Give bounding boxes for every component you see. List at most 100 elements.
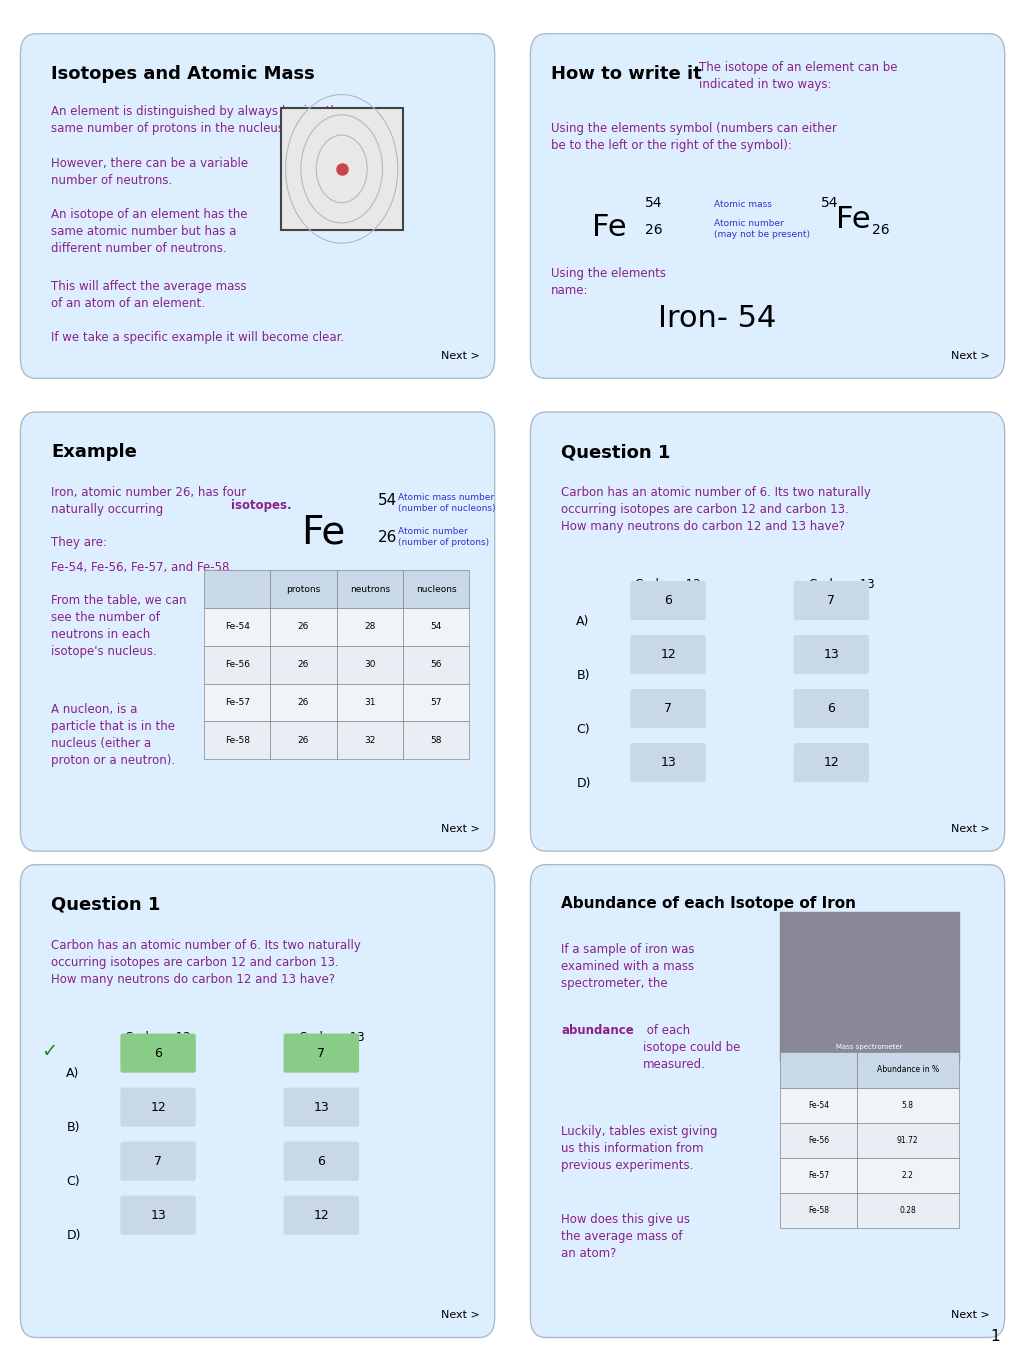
FancyBboxPatch shape — [856, 1052, 958, 1088]
Text: 12: 12 — [822, 757, 839, 769]
FancyBboxPatch shape — [283, 1088, 359, 1127]
FancyBboxPatch shape — [780, 1123, 856, 1158]
FancyBboxPatch shape — [270, 646, 336, 684]
FancyBboxPatch shape — [780, 1158, 856, 1193]
Text: An isotope of an element has the
same atomic number but has a
different number o: An isotope of an element has the same at… — [51, 208, 248, 255]
FancyBboxPatch shape — [856, 1158, 958, 1193]
Text: 26: 26 — [298, 661, 309, 669]
FancyBboxPatch shape — [530, 412, 1004, 851]
Text: 12: 12 — [313, 1209, 329, 1221]
FancyBboxPatch shape — [20, 34, 494, 378]
Text: 13: 13 — [822, 648, 839, 661]
Text: 7: 7 — [663, 703, 672, 715]
Text: 56: 56 — [430, 661, 441, 669]
Text: 5.8: 5.8 — [901, 1101, 913, 1109]
Text: Carbon has an atomic number of 6. Its two naturally
occurring isotopes are carbo: Carbon has an atomic number of 6. Its tw… — [51, 939, 361, 986]
Text: Luckily, tables exist giving
us this information from
previous experiments.: Luckily, tables exist giving us this inf… — [560, 1125, 716, 1173]
Text: nucleons: nucleons — [416, 585, 455, 593]
FancyBboxPatch shape — [20, 412, 494, 851]
FancyBboxPatch shape — [530, 34, 1004, 378]
Text: Fe-58: Fe-58 — [224, 736, 250, 744]
Text: Using the elements
name:: Using the elements name: — [550, 267, 665, 297]
Text: An element is distinguished by always having the
same number of protons in the n: An element is distinguished by always ha… — [51, 105, 344, 135]
FancyBboxPatch shape — [630, 743, 705, 782]
Text: 26: 26 — [298, 698, 309, 707]
Text: D): D) — [576, 777, 590, 790]
FancyBboxPatch shape — [120, 1196, 196, 1235]
Text: How does this give us
the average mass of
an atom?: How does this give us the average mass o… — [560, 1213, 689, 1260]
Text: A): A) — [576, 615, 589, 628]
FancyBboxPatch shape — [793, 581, 868, 620]
Text: A): A) — [66, 1067, 79, 1081]
Text: Next >: Next > — [440, 351, 479, 361]
Text: 26: 26 — [298, 623, 309, 631]
FancyBboxPatch shape — [120, 1088, 196, 1127]
Text: Question 1: Question 1 — [51, 896, 160, 913]
FancyBboxPatch shape — [336, 684, 403, 721]
Text: However, there can be a variable
number of neutrons.: However, there can be a variable number … — [51, 157, 248, 186]
Text: ✓: ✓ — [41, 1042, 57, 1061]
Text: Iron, atomic number 26, has four
naturally occurring: Iron, atomic number 26, has four natural… — [51, 486, 246, 516]
Text: 26: 26 — [298, 736, 309, 744]
FancyBboxPatch shape — [780, 1052, 856, 1088]
Text: 26: 26 — [377, 530, 396, 544]
Text: 7: 7 — [154, 1155, 162, 1167]
FancyBboxPatch shape — [403, 721, 469, 759]
Text: Fe-56: Fe-56 — [224, 661, 250, 669]
Text: of each
isotope could be
measured.: of each isotope could be measured. — [642, 1024, 739, 1071]
FancyBboxPatch shape — [336, 608, 403, 646]
Text: 54: 54 — [430, 623, 441, 631]
Text: Fe: Fe — [836, 205, 870, 234]
FancyBboxPatch shape — [630, 581, 705, 620]
Text: 6: 6 — [317, 1155, 325, 1167]
FancyBboxPatch shape — [403, 646, 469, 684]
Text: Question 1: Question 1 — [560, 443, 669, 461]
FancyBboxPatch shape — [204, 608, 270, 646]
Text: Next >: Next > — [950, 1310, 988, 1320]
Text: 57: 57 — [430, 698, 441, 707]
FancyBboxPatch shape — [856, 1088, 958, 1123]
FancyBboxPatch shape — [120, 1142, 196, 1181]
FancyBboxPatch shape — [336, 570, 403, 608]
Text: Fe-58: Fe-58 — [807, 1206, 828, 1215]
FancyBboxPatch shape — [204, 721, 270, 759]
FancyBboxPatch shape — [283, 1034, 359, 1073]
Text: B): B) — [66, 1121, 79, 1135]
Text: 12: 12 — [659, 648, 676, 661]
Text: Next >: Next > — [950, 351, 988, 361]
Text: Atomic mass number
(number of nucleons): Atomic mass number (number of nucleons) — [397, 493, 495, 513]
Text: 13: 13 — [150, 1209, 166, 1221]
Text: Abundance of each Isotope of Iron: Abundance of each Isotope of Iron — [560, 896, 855, 911]
Text: 6: 6 — [154, 1047, 162, 1059]
Text: Atomic number
(number of protons): Atomic number (number of protons) — [397, 527, 488, 547]
Text: 32: 32 — [364, 736, 375, 744]
Text: 6: 6 — [826, 703, 835, 715]
FancyBboxPatch shape — [270, 608, 336, 646]
Text: Carbon has an atomic number of 6. Its two naturally
occurring isotopes are carbo: Carbon has an atomic number of 6. Its tw… — [560, 486, 870, 534]
FancyBboxPatch shape — [270, 684, 336, 721]
FancyBboxPatch shape — [20, 865, 494, 1337]
Text: The isotope of an element can be
indicated in two ways:: The isotope of an element can be indicat… — [698, 61, 897, 91]
Text: 12: 12 — [150, 1101, 166, 1113]
Text: 28: 28 — [364, 623, 375, 631]
Text: Fe-56: Fe-56 — [807, 1136, 828, 1144]
FancyBboxPatch shape — [280, 108, 403, 230]
FancyBboxPatch shape — [780, 1193, 856, 1228]
Text: 6: 6 — [663, 594, 672, 607]
Text: abundance: abundance — [560, 1024, 633, 1038]
Text: 26: 26 — [871, 223, 889, 236]
Text: Abundance in %: Abundance in % — [876, 1066, 937, 1074]
FancyBboxPatch shape — [120, 1034, 196, 1073]
FancyBboxPatch shape — [204, 684, 270, 721]
Text: C): C) — [66, 1175, 79, 1189]
Text: 2.2: 2.2 — [901, 1171, 913, 1179]
Text: Using the elements symbol (numbers can either
be to the left or the right of the: Using the elements symbol (numbers can e… — [550, 122, 836, 151]
Text: How to write it: How to write it — [550, 65, 701, 82]
Text: 7: 7 — [317, 1047, 325, 1059]
FancyBboxPatch shape — [780, 1088, 856, 1123]
Text: C): C) — [576, 723, 589, 736]
Text: They are:: They are: — [51, 536, 107, 550]
Text: D): D) — [66, 1229, 81, 1243]
FancyBboxPatch shape — [336, 721, 403, 759]
Text: 54: 54 — [820, 196, 838, 209]
